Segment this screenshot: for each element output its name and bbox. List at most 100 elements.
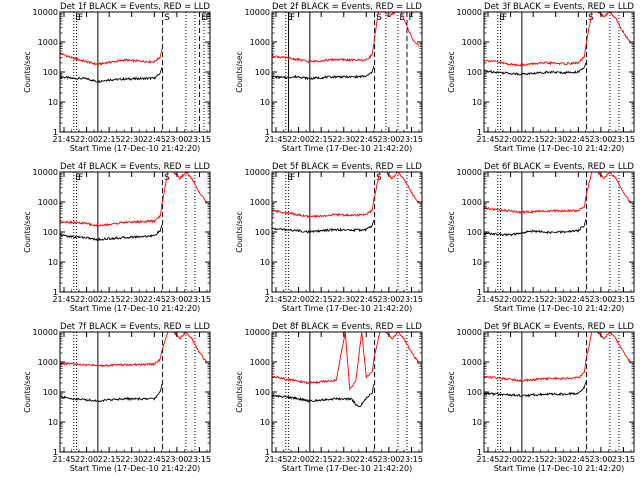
y-tick-label: 1	[477, 448, 482, 457]
x-tick-label: 22:45	[143, 135, 166, 144]
x-tick-label: 23:15	[612, 295, 635, 304]
panel-title: Det 7f BLACK = Events, RED = LLD	[60, 322, 210, 332]
y-tick-label: 10000	[245, 328, 270, 337]
y-tick-label: 1000	[462, 198, 482, 207]
y-tick-label: 1000	[250, 358, 270, 367]
y-tick-label: 100	[43, 228, 58, 237]
x-tick-label: 22:30	[332, 455, 355, 464]
x-tick-label: 22:45	[567, 135, 590, 144]
y-tick-label: 1	[477, 128, 482, 137]
y-axis-label: Counts/sec	[23, 51, 32, 92]
series-lld-line	[272, 332, 420, 391]
y-tick-label: 100	[255, 228, 270, 237]
x-tick-label: 23:00	[589, 295, 612, 304]
x-tick-label: 21:45	[52, 295, 75, 304]
y-tick-label: 1	[53, 448, 58, 457]
x-axis-label: Start Time (17-Dec-10 21:42:20)	[70, 304, 201, 313]
marker-label: E	[75, 173, 81, 183]
x-tick-label: 21:45	[476, 135, 499, 144]
y-tick-label: 10	[472, 258, 482, 267]
y-tick-label: 10000	[457, 328, 482, 337]
y-tick-label: 10	[260, 418, 270, 427]
x-tick-label: 23:00	[377, 295, 400, 304]
x-tick-label: 22:15	[98, 295, 121, 304]
x-tick-label: 22:00	[75, 135, 98, 144]
x-tick-label: 23:15	[400, 135, 423, 144]
x-axis-label: Start Time (17-Dec-10 21:42:20)	[494, 144, 625, 153]
y-tick-label: 100	[467, 388, 482, 397]
x-tick-label: 23:00	[377, 135, 400, 144]
series-events-line	[60, 224, 163, 242]
marker-label: F	[78, 13, 83, 23]
plot-frame	[271, 11, 423, 133]
series-events-line	[60, 67, 163, 83]
panel-title: Det 4f BLACK = Events, RED = LLD	[60, 162, 210, 172]
x-tick-label: 22:45	[355, 295, 378, 304]
y-tick-label: 100	[255, 388, 270, 397]
x-axis-label: Start Time (17-Dec-10 21:42:20)	[282, 304, 413, 313]
x-tick-label: 22:00	[499, 135, 522, 144]
x-tick-label: 22:45	[567, 455, 590, 464]
x-axis-label: Start Time (17-Dec-10 21:42:20)	[282, 464, 413, 473]
panel-det-9: Det 9f BLACK = Events, RED = LLD 1 10 100 10…	[447, 322, 635, 473]
y-tick-label: 10000	[457, 168, 482, 177]
x-tick-label: 21:45	[264, 135, 287, 144]
x-tick-label: 22:45	[355, 455, 378, 464]
y-tick-label: 10	[472, 98, 482, 107]
plot-frame	[483, 331, 635, 453]
series-lld-line	[484, 172, 632, 214]
x-tick-label: 21:45	[476, 455, 499, 464]
x-axis-label: Start Time (17-Dec-10 21:42:20)	[494, 304, 625, 313]
x-tick-label: 22:30	[544, 135, 567, 144]
panel-det-8: Det 8f BLACK = Events, RED = LLD 1 10 100 10…	[235, 322, 423, 473]
y-tick-label: 10	[48, 98, 58, 107]
y-tick-label: 1000	[38, 38, 58, 47]
marker-label: F	[290, 13, 295, 23]
x-tick-label: 23:00	[377, 455, 400, 464]
y-axis-label: Counts/sec	[23, 211, 32, 252]
panel-det-1: Det 1f BLACK = Events, RED = LLDEFSEF110…	[23, 2, 211, 153]
series-events-line	[272, 384, 375, 408]
x-tick-label: 22:30	[120, 135, 143, 144]
x-tick-label: 22:00	[499, 455, 522, 464]
series-lld-line	[60, 172, 208, 228]
y-tick-label: 1	[265, 448, 270, 457]
marker-label: E	[399, 13, 405, 23]
panel-title: Det 5f BLACK = Events, RED = LLD	[272, 162, 422, 172]
x-tick-label: 22:00	[287, 295, 310, 304]
y-axis-label: Counts/sec	[235, 211, 244, 252]
series-events-line	[484, 219, 587, 237]
x-tick-label: 23:15	[188, 295, 211, 304]
y-tick-label: 10	[48, 418, 58, 427]
y-tick-label: 10000	[245, 8, 270, 17]
marker-label: F	[502, 13, 507, 23]
y-axis-label: Counts/sec	[447, 211, 456, 252]
plot-frame	[271, 171, 423, 293]
marker-label: E	[75, 13, 81, 23]
x-tick-label: 23:15	[188, 135, 211, 144]
y-tick-label: 1000	[462, 38, 482, 47]
x-tick-label: 21:45	[264, 295, 287, 304]
panel-det-6: Det 6f BLACK = Events, RED = LLD 1 10 100 10…	[447, 162, 635, 313]
y-tick-label: 100	[43, 68, 58, 77]
y-tick-label: 1000	[38, 358, 58, 367]
marker-label: F	[78, 173, 83, 183]
y-tick-label: 10	[260, 258, 270, 267]
y-tick-label: 100	[255, 68, 270, 77]
panel-title: Det 9f BLACK = Events, RED = LLD	[484, 322, 634, 332]
x-tick-label: 22:30	[544, 295, 567, 304]
x-axis-label: Start Time (17-Dec-10 21:42:20)	[494, 464, 625, 473]
panel-title: Det 6f BLACK = Events, RED = LLD	[484, 162, 634, 172]
series-events-line	[484, 62, 587, 76]
x-tick-label: 22:00	[287, 455, 310, 464]
y-tick-label: 1	[53, 128, 58, 137]
y-axis-label: Counts/sec	[23, 371, 32, 412]
series-events-line	[272, 219, 375, 234]
x-axis-label: Start Time (17-Dec-10 21:42:20)	[70, 144, 201, 153]
y-tick-label: 1000	[250, 198, 270, 207]
y-axis-label: Counts/sec	[235, 51, 244, 92]
